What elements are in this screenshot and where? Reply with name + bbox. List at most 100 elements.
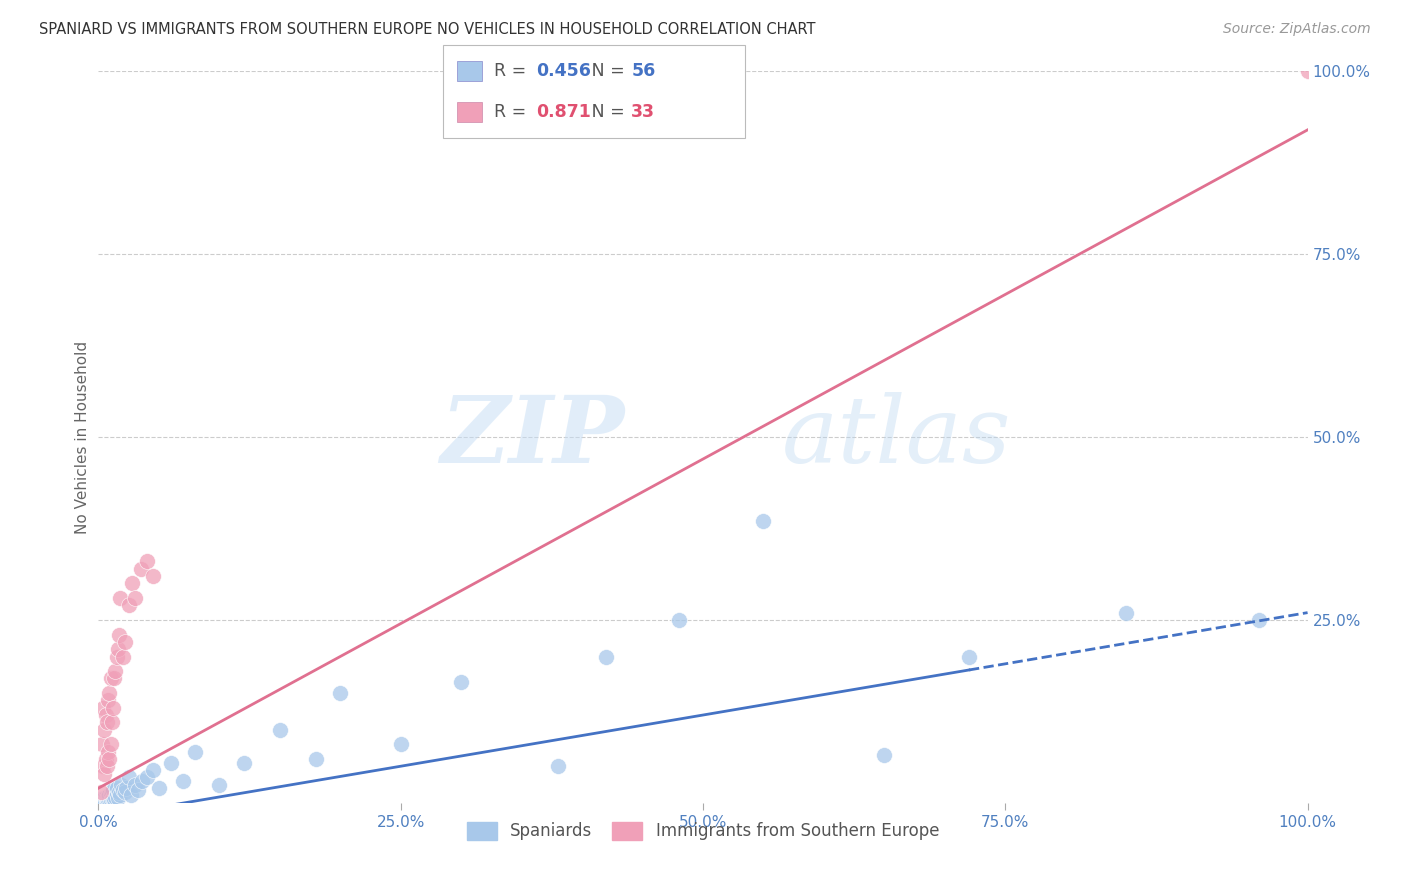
Point (142, 763, 165, 777)
Point (94, 708, 117, 723)
Point (752, 514, 775, 528)
Point (94, 752, 117, 766)
Point (1296, 64, 1319, 78)
Text: SPANIARD VS IMMIGRANTS FROM SOUTHERN EUROPE NO VEHICLES IN HOUSEHOLD CORRELATION: SPANIARD VS IMMIGRANTS FROM SOUTHERN EUR… (39, 22, 815, 37)
Point (142, 569, 165, 583)
Point (184, 745, 207, 759)
Point (96, 794, 118, 808)
Text: R =: R = (494, 62, 537, 79)
Point (91, 737, 114, 751)
Y-axis label: No Vehicles in Household: No Vehicles in Household (75, 341, 90, 533)
Point (232, 756, 254, 770)
Point (98, 792, 121, 806)
Point (1249, 613, 1271, 627)
Point (90, 785, 112, 799)
Point (108, 789, 131, 803)
Point (98, 686, 121, 700)
Point (269, 723, 291, 737)
Point (148, 781, 170, 796)
Point (108, 591, 131, 605)
Point (957, 649, 980, 664)
Point (873, 748, 896, 763)
Point (96, 715, 118, 730)
Point (100, 737, 122, 751)
Point (90, 792, 112, 806)
Point (96, 759, 118, 773)
Point (97, 693, 120, 707)
Point (103, 792, 125, 806)
Point (97, 745, 120, 759)
Point (114, 785, 136, 799)
Legend: Spaniards, Immigrants from Southern Europe: Spaniards, Immigrants from Southern Euro… (460, 815, 946, 847)
Point (450, 675, 472, 690)
Point (135, 554, 157, 568)
Point (104, 664, 127, 678)
Point (131, 773, 153, 788)
Point (97, 789, 120, 804)
Point (668, 613, 690, 627)
Point (118, 770, 141, 784)
Point (100, 785, 122, 799)
Point (127, 782, 149, 797)
Text: 0.456: 0.456 (536, 62, 591, 79)
Point (93, 794, 115, 808)
Point (124, 591, 146, 605)
Point (135, 770, 157, 784)
Point (100, 791, 122, 805)
Text: R =: R = (494, 103, 537, 121)
Point (172, 773, 194, 788)
Text: ZIP: ZIP (440, 392, 624, 482)
Point (96, 790, 118, 805)
Point (118, 599, 141, 613)
Text: atlas: atlas (782, 392, 1011, 482)
Point (98, 789, 121, 803)
Point (208, 778, 231, 792)
Text: 0.871: 0.871 (536, 103, 591, 121)
Point (98, 752, 121, 766)
Point (100, 793, 122, 807)
Point (160, 756, 183, 770)
Point (305, 752, 328, 766)
Point (105, 781, 128, 796)
Point (100, 715, 122, 730)
Point (94, 789, 117, 804)
Point (1115, 606, 1137, 620)
Point (104, 789, 127, 804)
Text: Source: ZipAtlas.com: Source: ZipAtlas.com (1223, 22, 1371, 37)
Point (129, 562, 152, 576)
Point (94, 792, 117, 806)
Point (103, 672, 125, 686)
Point (100, 672, 122, 686)
Point (101, 700, 124, 714)
Point (93, 766, 115, 780)
Point (93, 791, 115, 805)
Point (101, 782, 124, 797)
Point (93, 723, 115, 737)
Point (111, 649, 134, 664)
Point (108, 785, 131, 799)
Point (114, 635, 136, 649)
Point (108, 627, 131, 641)
Point (124, 778, 146, 792)
Point (101, 790, 124, 805)
Point (105, 649, 128, 664)
Point (120, 789, 142, 803)
Point (91, 794, 114, 808)
Point (595, 649, 617, 664)
Point (91, 793, 114, 807)
Text: N =: N = (575, 103, 630, 121)
Text: N =: N = (575, 62, 630, 79)
Point (115, 781, 138, 796)
Point (91, 759, 114, 773)
Point (110, 778, 132, 792)
Point (389, 737, 412, 751)
Point (107, 791, 129, 805)
Point (91, 700, 114, 714)
Point (105, 787, 128, 801)
Text: 56: 56 (631, 62, 655, 79)
Point (329, 686, 352, 700)
Point (121, 576, 143, 591)
Point (547, 759, 569, 773)
Point (100, 787, 122, 801)
Point (107, 642, 129, 657)
